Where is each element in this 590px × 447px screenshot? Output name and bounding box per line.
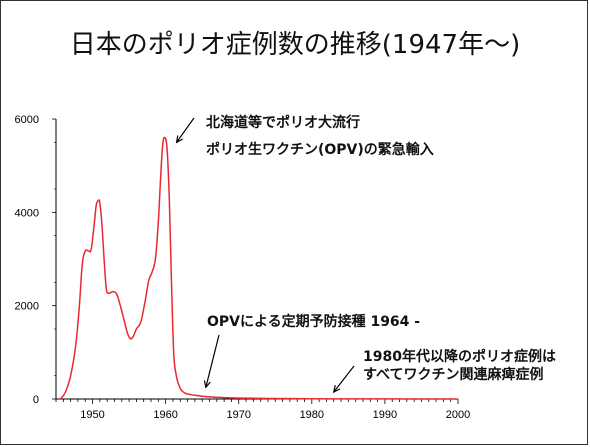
annotation-text: ポリオ生ワクチン(OPV)の緊急輸入 [206,141,434,158]
annotation-arrowhead [332,385,341,394]
chart-axes: 1950 1960 1970 1980 1990 2000 0 2000 4000 6000 [15,114,471,421]
y-tick-label: 0 [33,394,39,406]
annotation-arrow-line [333,365,355,393]
x-tick-label: 1950 [80,409,104,421]
annotation-arrowhead [175,135,184,144]
x-tick-label: 1960 [153,409,177,421]
annotation-arrow-line [205,334,220,388]
annotation-arrow-line [176,117,195,143]
x-tick-label: 2000 [446,409,470,421]
y-tick-label: 2000 [15,301,39,313]
annotation-arrowhead [203,380,211,389]
annotation-text: 北海道等でポリオ大流行 [206,114,360,131]
annotation-text: すべてワクチン関連麻痺症例 [363,366,543,383]
x-tick-label: 1980 [300,409,324,421]
annotation-text: OPVによる定期予防接種 1964 - [207,313,420,330]
chart-series [59,136,459,400]
y-tick-label: 6000 [15,114,39,126]
annotation-text: 1980年代以降のポリオ症例は [363,348,556,365]
x-tick-label: 1990 [373,409,397,421]
series-line [59,136,459,400]
y-tick-label: 4000 [15,207,39,219]
chart-title: 日本のポリオ症例数の推移(1947年〜) [70,30,520,60]
x-tick-label: 1970 [226,409,250,421]
